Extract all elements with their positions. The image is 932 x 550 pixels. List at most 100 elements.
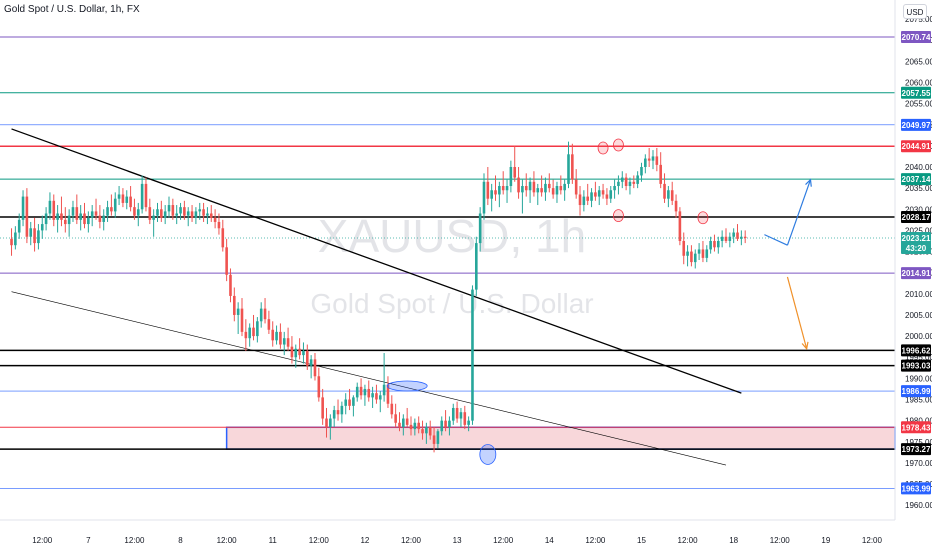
candle-body: [129, 196, 132, 208]
candle-body: [110, 207, 113, 212]
candle-body: [325, 418, 328, 427]
currency-button[interactable]: USD: [903, 4, 927, 19]
candle-body: [321, 397, 324, 419]
price-tick-label: 2010.00: [905, 290, 932, 299]
candle-body: [225, 247, 228, 275]
candle-body: [640, 166, 643, 176]
candle-body: [417, 422, 420, 430]
candle-body: [282, 338, 286, 345]
time-tick-label: 12: [360, 536, 369, 545]
current-price-badge: [901, 231, 931, 254]
candle-body: [190, 211, 194, 218]
candle-body: [597, 190, 601, 197]
candle-body: [590, 192, 593, 201]
watermark-symbol: XAUUSD, 1h: [318, 210, 586, 262]
candle-body: [559, 186, 563, 191]
price-tick-label: 1970.00: [905, 459, 932, 468]
candle-body: [98, 215, 102, 222]
price-level-badge: [901, 173, 931, 186]
watermark: XAUUSD, 1h Gold Spot / U.S. Dollar: [310, 210, 593, 319]
candle-body: [183, 207, 186, 216]
time-tick-label: 12:00: [124, 536, 145, 545]
candle-body: [206, 213, 209, 216]
candle-body: [582, 196, 586, 206]
price-level-badge-text: 2037.14: [902, 175, 931, 184]
candle-body: [279, 331, 282, 345]
candle-body: [221, 228, 225, 248]
candle-body: [394, 414, 397, 423]
price-level-badge-text: 2070.74: [902, 33, 931, 42]
highlight-marker: [386, 380, 428, 392]
price-level-badge-text: 1963.99: [902, 484, 931, 493]
candle-body: [455, 407, 459, 419]
candle-body: [571, 154, 574, 180]
price-level-badge: [901, 482, 931, 495]
price-level-badge: [901, 86, 931, 99]
candle-body: [632, 181, 636, 184]
candle-body: [194, 211, 198, 218]
price-level-badge-text: 1986.99: [902, 387, 931, 396]
candle-body: [152, 215, 155, 220]
time-tick-label: 12:00: [493, 536, 514, 545]
price-tick-label: 2035.00: [905, 184, 932, 193]
time-tick-label: 12:00: [585, 536, 606, 545]
candle-body: [613, 186, 616, 191]
candle-body: [647, 158, 651, 161]
candle-body: [490, 190, 493, 199]
highlight-marker: [479, 444, 497, 465]
price-level-badge: [901, 118, 931, 131]
price-tick-label: 1975.00: [905, 438, 932, 447]
candle-body: [405, 418, 409, 425]
candle-body: [663, 183, 666, 199]
candle-body: [682, 240, 686, 256]
candle-body: [352, 397, 355, 406]
candle-body: [740, 236, 743, 239]
candle-body: [551, 188, 555, 195]
candle-body: [667, 190, 670, 199]
candle-body: [83, 213, 86, 225]
candle-body: [544, 183, 547, 193]
candle-body: [290, 346, 294, 358]
price-tick-label: 2025.00: [905, 226, 932, 235]
candle-body: [505, 186, 509, 191]
candle-body: [167, 205, 171, 212]
candle-body: [44, 213, 48, 225]
candle-body: [294, 348, 298, 358]
time-tick-label: 12:00: [309, 536, 330, 545]
candle-body: [498, 186, 501, 195]
candle-body: [186, 211, 190, 216]
candle-body: [144, 183, 148, 208]
candle-body: [75, 207, 79, 220]
candle-body: [171, 205, 175, 216]
price-tick-label: 1985.00: [905, 396, 932, 405]
candle-body: [160, 209, 163, 218]
price-tick-label: 2065.00: [905, 57, 932, 66]
candle-body: [14, 232, 17, 246]
candle-body: [209, 213, 213, 218]
candle-body: [636, 175, 639, 184]
candle-body: [578, 194, 582, 206]
candle-body: [267, 319, 271, 330]
time-tick-label: 12:00: [770, 536, 791, 545]
candle-body: [313, 359, 317, 377]
candle-body: [402, 418, 405, 427]
candle-body: [720, 236, 724, 241]
candle-body: [340, 405, 344, 415]
chart-title: Gold Spot / U.S. Dollar, 1h, FX: [4, 4, 140, 15]
candle-body: [33, 228, 36, 244]
time-tick-label: 12:00: [678, 536, 699, 545]
candle-body: [705, 249, 709, 258]
price-levels-layer: [0, 36, 895, 489]
candle-body: [233, 295, 236, 315]
candle-body: [359, 386, 363, 396]
trendline: [11, 291, 727, 466]
candle-body: [486, 181, 490, 199]
candle-body: [371, 393, 374, 398]
projection-arrow: [786, 276, 808, 349]
candle-body: [574, 179, 578, 195]
candle-body: [655, 156, 659, 165]
candle-body: [475, 243, 478, 290]
candle-body: [37, 230, 40, 244]
